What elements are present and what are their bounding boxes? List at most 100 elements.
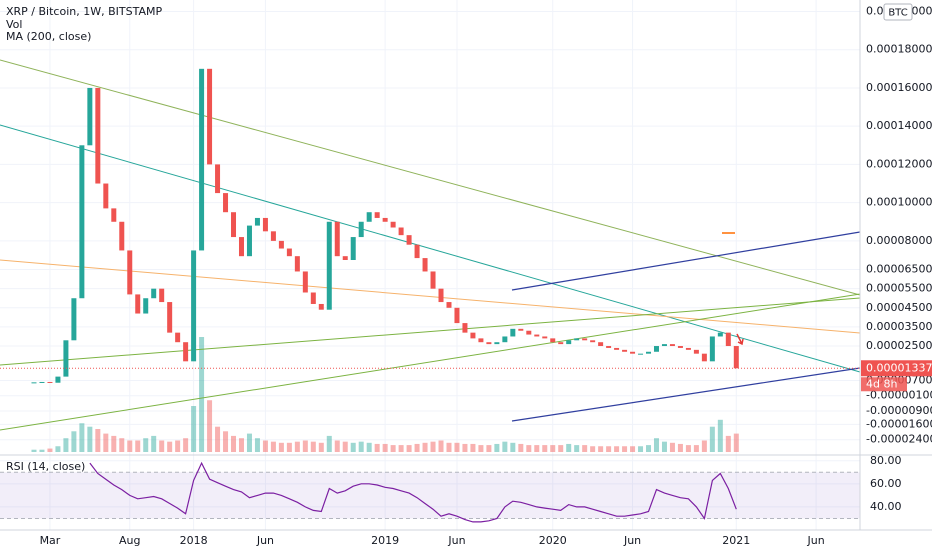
volume-bar	[494, 443, 500, 452]
candle-body	[55, 376, 61, 383]
volume-bar	[79, 423, 85, 452]
candle-body	[270, 231, 276, 241]
volume-bar	[87, 426, 93, 452]
y-tick-label: 0.00008000	[866, 234, 932, 247]
ma-legend: MA (200, close)	[6, 30, 91, 43]
volume-bar	[701, 440, 707, 452]
volume-bar	[550, 445, 556, 452]
volume-bar	[685, 445, 691, 452]
candle-body	[590, 340, 596, 343]
candle-body	[406, 235, 412, 245]
candle-body	[510, 328, 516, 337]
volume-bar	[669, 442, 675, 452]
volume-bar	[422, 442, 428, 452]
trend-line	[511, 367, 861, 422]
candle-body	[47, 381, 53, 383]
candle-body	[430, 271, 436, 289]
candle-body	[669, 344, 675, 347]
rsi-tick-label: 60.00	[870, 477, 902, 490]
candle-body	[278, 240, 284, 249]
candle-body	[318, 303, 324, 310]
volume-bar	[590, 446, 596, 452]
chart-title: XRP / Bitcoin, 1W, BITSTAMP	[6, 5, 162, 18]
candle-body	[294, 256, 300, 272]
volume-bar	[334, 440, 340, 452]
candle-body	[326, 221, 332, 310]
volume-bar	[310, 441, 316, 452]
arrow	[736, 333, 744, 346]
candle-body	[646, 351, 652, 354]
candle-body	[111, 208, 117, 222]
candle-body	[462, 323, 468, 333]
volume-bar	[175, 440, 181, 452]
candle-body	[350, 237, 356, 260]
candle-body	[446, 302, 452, 308]
currency-badge	[883, 3, 913, 21]
volume-bar	[709, 426, 715, 452]
candle-body	[119, 221, 125, 251]
volume-bar	[286, 442, 292, 452]
volume-bar	[143, 438, 149, 452]
candle-body	[717, 332, 723, 337]
rsi-tick-label: 40.00	[870, 500, 902, 513]
volume-bar	[191, 406, 197, 452]
volume-bar	[294, 441, 300, 452]
volume-bar	[111, 435, 117, 452]
y-tick-label: 0.00012000	[866, 157, 932, 170]
volume-bar	[478, 445, 484, 452]
volume-bar	[127, 440, 133, 452]
volume-bar	[574, 445, 580, 452]
candle-body	[422, 258, 428, 272]
rsi-line	[89, 461, 737, 523]
candle-body	[143, 298, 149, 314]
drawings	[0, 59, 861, 431]
candle-body	[215, 164, 221, 194]
candle-body	[127, 250, 133, 295]
volume-bar	[71, 431, 77, 452]
rsi-pane	[0, 461, 860, 523]
volume-bar	[350, 442, 356, 452]
candle-body	[254, 217, 260, 226]
volume-bar	[630, 446, 636, 452]
candle-body	[454, 307, 460, 324]
volume-bar	[725, 435, 731, 452]
candle-body	[685, 347, 691, 350]
volume-bar	[446, 442, 452, 452]
volume-bar	[502, 441, 508, 452]
countdown-label: 4d 8h	[866, 377, 897, 390]
candle-body	[630, 351, 636, 354]
candle-body	[79, 145, 85, 299]
candle-body	[231, 212, 237, 238]
volume-bar	[366, 442, 372, 452]
volume-bar	[231, 435, 237, 452]
candle-body	[63, 340, 69, 377]
volume-bar	[151, 435, 157, 452]
volume-bar	[558, 445, 564, 452]
volume-bar	[582, 445, 588, 452]
x-tick-label: Aug	[119, 534, 140, 547]
volume-bar	[510, 442, 516, 452]
candle-body	[518, 328, 524, 331]
trend-line	[0, 124, 861, 373]
candle-body	[622, 349, 628, 352]
rsi-legend: RSI (14, close)	[6, 460, 85, 473]
volume-bar	[454, 442, 460, 452]
candle-body	[502, 336, 508, 343]
candle-body	[167, 302, 173, 333]
y-tick-label: 0.00010000	[866, 196, 932, 209]
candles	[31, 68, 739, 384]
candle-body	[470, 332, 476, 339]
candle-body	[286, 248, 292, 257]
candle-body	[526, 330, 532, 335]
candle-body	[534, 334, 540, 337]
volume-bar	[199, 337, 205, 452]
candle-body	[638, 353, 644, 355]
volume-bar	[358, 441, 364, 452]
volume-bar	[270, 441, 276, 452]
volume-bar	[215, 426, 221, 452]
candle-body	[39, 381, 45, 383]
candle-body	[414, 244, 420, 259]
x-tick-label: 2018	[180, 534, 208, 547]
volume-legend: Vol	[6, 18, 22, 31]
candle-body	[183, 342, 189, 362]
